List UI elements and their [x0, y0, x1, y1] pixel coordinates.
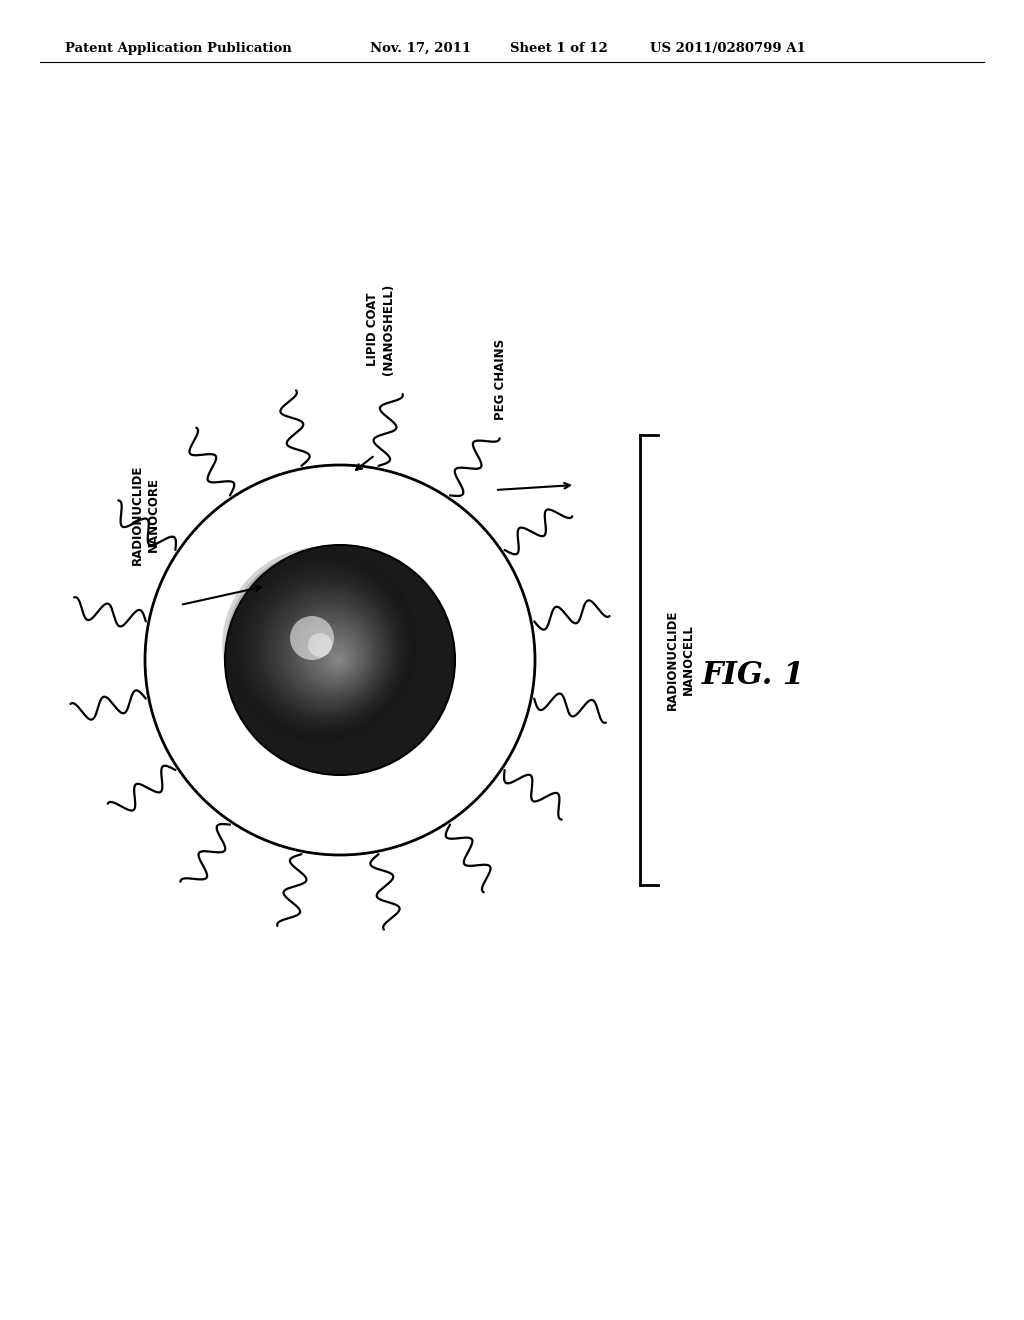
Circle shape — [222, 548, 418, 743]
Circle shape — [226, 550, 415, 741]
Circle shape — [238, 562, 408, 731]
Circle shape — [308, 634, 332, 657]
Circle shape — [336, 656, 343, 663]
Circle shape — [285, 607, 376, 698]
Circle shape — [258, 581, 394, 718]
Circle shape — [261, 585, 392, 715]
Circle shape — [278, 599, 382, 704]
Circle shape — [234, 558, 410, 734]
Circle shape — [225, 545, 455, 775]
Circle shape — [325, 645, 350, 671]
Circle shape — [230, 554, 413, 738]
Text: US 2011/0280799 A1: US 2011/0280799 A1 — [650, 42, 806, 55]
Circle shape — [297, 619, 369, 690]
Text: RADIONUCLIDE
NANOCELL: RADIONUCLIDE NANOCELL — [666, 610, 694, 710]
Text: Sheet 1 of 12: Sheet 1 of 12 — [510, 42, 608, 55]
Circle shape — [332, 652, 345, 665]
Text: LIPID COAT
(NANOSHELL): LIPID COAT (NANOSHELL) — [366, 284, 394, 375]
Circle shape — [308, 630, 360, 682]
Circle shape — [242, 566, 404, 729]
Circle shape — [290, 616, 334, 660]
Circle shape — [269, 593, 387, 710]
Circle shape — [329, 648, 348, 668]
Text: RADIONUCLIDE
NANOCORE: RADIONUCLIDE NANOCORE — [130, 465, 160, 565]
Circle shape — [282, 603, 379, 701]
Circle shape — [293, 615, 371, 693]
Circle shape — [254, 577, 397, 721]
Circle shape — [246, 570, 402, 726]
Circle shape — [316, 638, 355, 677]
Circle shape — [312, 634, 358, 680]
Circle shape — [145, 465, 535, 855]
Text: FIG. 1: FIG. 1 — [701, 660, 805, 690]
Text: Nov. 17, 2011: Nov. 17, 2011 — [370, 42, 471, 55]
Text: PEG CHAINS: PEG CHAINS — [494, 339, 507, 420]
Circle shape — [250, 574, 399, 723]
Circle shape — [265, 589, 389, 713]
Circle shape — [289, 611, 374, 696]
Text: Patent Application Publication: Patent Application Publication — [65, 42, 292, 55]
Circle shape — [273, 597, 384, 708]
Circle shape — [301, 623, 366, 688]
Circle shape — [305, 626, 364, 685]
Circle shape — [321, 642, 353, 673]
